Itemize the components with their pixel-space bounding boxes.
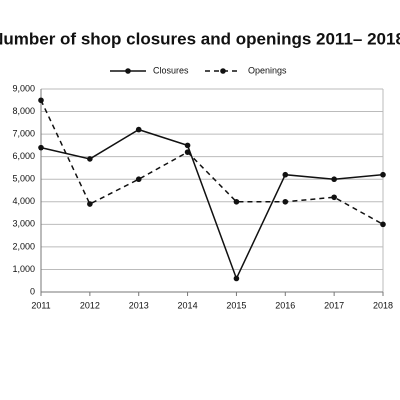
point [380,171,386,178]
x-tick-label: 2017 [324,300,344,310]
legend-marker [125,68,131,74]
point [282,171,289,178]
point [184,142,191,149]
y-tick-label: 4,000 [12,196,35,206]
legend-label: Closures [153,65,189,75]
y-tick-label: 5,000 [12,174,35,184]
point [135,126,142,133]
y-tick-label: 0 [30,286,35,296]
point [331,194,337,201]
x-tick-label: 2018 [373,300,393,310]
point [87,156,93,162]
y-tick-label: 2,000 [12,241,35,251]
y-tick-label: 1,000 [12,264,35,274]
x-tick-label: 2015 [226,300,246,310]
point [233,198,240,205]
y-tick-label: 9,000 [12,83,35,93]
chart-title: Number of shop closures and openings 201… [0,29,400,48]
x-tick-label: 2013 [129,300,149,310]
legend-marker [220,68,226,74]
y-tick-label: 3,000 [12,219,35,229]
point [135,176,142,183]
point [380,221,386,228]
y-tick-label: 7,000 [12,128,35,138]
point [87,201,93,207]
x-tick-label: 2012 [80,300,100,310]
point [233,275,240,282]
y-tick-label: 6,000 [12,151,35,161]
series-line [40,99,384,225]
legend-label: Openings [248,65,287,75]
point [282,198,289,205]
series-line [40,128,384,281]
point [331,176,337,183]
y-tick-label: 8,000 [12,106,35,116]
point [38,144,44,151]
point [38,97,44,104]
x-tick-label: 2016 [275,300,295,310]
x-tick-label: 2014 [178,300,198,310]
x-tick-label: 2011 [31,300,50,310]
point [184,149,191,155]
